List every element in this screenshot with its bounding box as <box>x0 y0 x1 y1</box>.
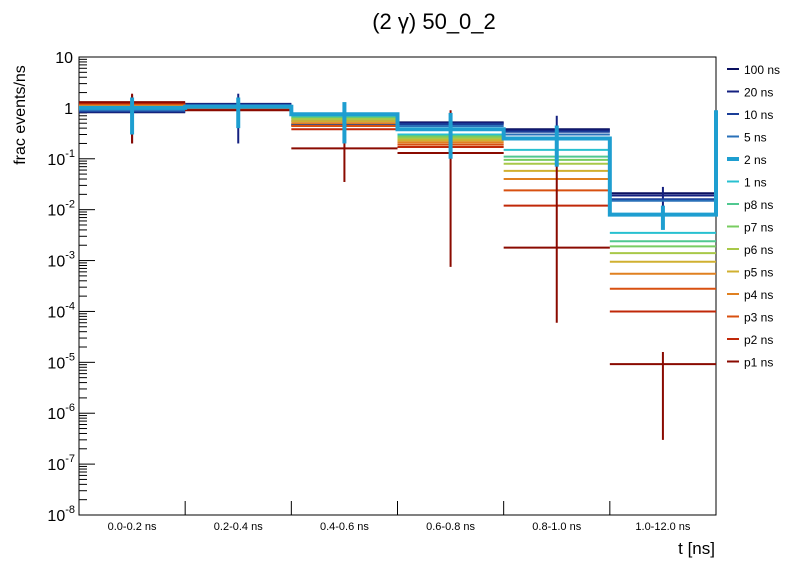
legend-label: 1 ns <box>744 176 767 190</box>
y-axis: 10-8 10-7 10-6 10-5 10-4 10-3 10-2 10-1 1 10 <box>47 50 95 525</box>
legend-label: 10 ns <box>744 108 773 122</box>
x-tick-label: 0.2-0.4 ns <box>214 521 263 533</box>
legend: 100 ns 20 ns 10 ns 5 ns 2 ns 1 ns p8 ns p7 ns p6… <box>727 63 780 370</box>
x-axis-label: t [ns] <box>678 539 715 558</box>
legend-label: 100 ns <box>744 63 780 77</box>
legend-label: 2 ns <box>744 153 767 167</box>
legend-label: p7 ns <box>744 221 773 235</box>
y-tick-label: 10-7 <box>47 453 75 474</box>
y-tick-label: 10-8 <box>47 504 75 525</box>
y-tick-label: 10-3 <box>47 250 75 271</box>
y-tick-label: 1 <box>64 101 73 118</box>
y-tick-label: 10-2 <box>47 199 75 220</box>
x-tick-label: 0.4-0.6 ns <box>320 521 369 533</box>
legend-label: p4 ns <box>744 288 773 302</box>
legend-label: p1 ns <box>744 356 773 370</box>
x-tick-label: 0.8-1.0 ns <box>532 521 581 533</box>
legend-label: p3 ns <box>744 311 773 325</box>
x-axis: 0.0-0.2 ns 0.2-0.4 ns 0.4-0.6 ns 0.6-0.8 ns… <box>108 501 691 533</box>
legend-label: p2 ns <box>744 333 773 347</box>
series-p1-ns <box>79 93 716 440</box>
y-tick-label: 10-1 <box>47 148 75 169</box>
series-2-ns <box>79 97 718 230</box>
series-step <box>79 104 718 217</box>
series-layer <box>79 93 718 440</box>
legend-label: p6 ns <box>744 243 773 257</box>
legend-label: 20 ns <box>744 86 773 100</box>
y-tick-label: 10-5 <box>47 351 75 372</box>
legend-label: p5 ns <box>744 266 773 280</box>
y-axis-label: frac events/ns <box>12 65 29 165</box>
legend-label: p8 ns <box>744 198 773 212</box>
y-tick-label: 10 <box>55 50 73 67</box>
x-tick-label: 1.0-12.0 ns <box>635 521 691 533</box>
y-tick-label: 10-6 <box>47 402 75 423</box>
x-tick-label: 0.0-0.2 ns <box>108 521 157 533</box>
legend-label: 5 ns <box>744 131 767 145</box>
chart-title: (2 γ) 50_0_2 <box>372 9 496 34</box>
x-tick-label: 0.6-0.8 ns <box>426 521 475 533</box>
y-tick-label: 10-4 <box>47 300 75 321</box>
